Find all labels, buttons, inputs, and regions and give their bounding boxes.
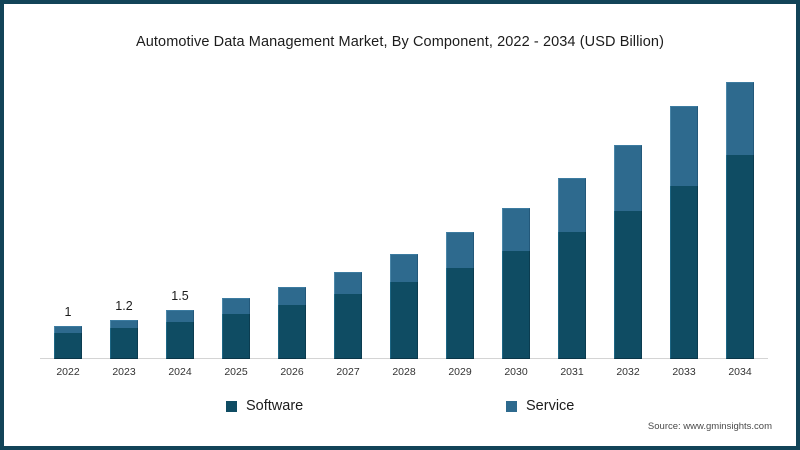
bar-segment-service[interactable] bbox=[222, 298, 250, 314]
x-axis-tick-label: 2031 bbox=[560, 366, 584, 378]
bar-segment-service[interactable] bbox=[54, 326, 82, 334]
chart-legend: Software Service bbox=[4, 398, 796, 420]
bar-segment-service[interactable] bbox=[166, 309, 194, 322]
bar-column[interactable] bbox=[166, 309, 194, 359]
legend-item-software[interactable]: Software bbox=[226, 398, 303, 414]
x-axis-tick-label: 2028 bbox=[392, 366, 416, 378]
bar-segment-service[interactable] bbox=[558, 177, 586, 233]
x-axis-tick-label: 2030 bbox=[504, 366, 528, 378]
source-attribution: Source: www.gminsights.com bbox=[647, 421, 772, 432]
x-axis-tick-labels: 2022 2023 2024 2025 2026 2027 2028 2029 2030 2031… bbox=[40, 366, 768, 386]
bar-column[interactable] bbox=[726, 82, 754, 359]
bar-segment-service[interactable] bbox=[726, 82, 754, 155]
bar-column[interactable] bbox=[390, 253, 418, 359]
bar-segment-software[interactable] bbox=[502, 251, 530, 359]
legend-swatch-software-icon bbox=[226, 400, 237, 412]
x-axis-tick-label: 2029 bbox=[448, 366, 472, 378]
bar-column[interactable] bbox=[614, 145, 642, 359]
bar-segment-software[interactable] bbox=[390, 282, 418, 359]
bar-segment-software[interactable] bbox=[670, 186, 698, 359]
bar-segment-software[interactable] bbox=[222, 313, 250, 359]
x-axis-tick-label: 2022 bbox=[56, 366, 80, 378]
bar-segment-service[interactable] bbox=[502, 207, 530, 252]
bar-segment-software[interactable] bbox=[278, 305, 306, 359]
x-axis-tick-label: 2023 bbox=[112, 366, 136, 378]
bar-column[interactable] bbox=[334, 271, 362, 359]
bar-segment-software[interactable] bbox=[334, 294, 362, 359]
bar-column[interactable] bbox=[222, 298, 250, 359]
bar-segment-software[interactable] bbox=[166, 321, 194, 359]
bar-column[interactable] bbox=[446, 232, 474, 359]
bar-column[interactable] bbox=[110, 319, 138, 359]
legend-label-software: Software bbox=[246, 398, 304, 414]
x-axis-tick-label: 2026 bbox=[280, 366, 304, 378]
bar-segment-service[interactable] bbox=[614, 145, 642, 211]
x-axis-tick-label: 2032 bbox=[616, 366, 640, 378]
bar-column[interactable] bbox=[502, 207, 530, 359]
bar-value-label: 1.5 bbox=[171, 288, 189, 303]
bar-segment-service[interactable] bbox=[446, 232, 474, 268]
legend-swatch-service-icon bbox=[506, 400, 517, 412]
x-axis-tick-label: 2025 bbox=[224, 366, 248, 378]
x-axis-tick-label: 2034 bbox=[728, 366, 752, 378]
bar-segment-software[interactable] bbox=[558, 232, 586, 359]
chart-title: Automotive Data Management Market, By Co… bbox=[135, 34, 665, 50]
x-axis-tick-label: 2033 bbox=[672, 366, 696, 378]
bar-value-label: 1 bbox=[64, 305, 72, 320]
bar-column[interactable] bbox=[670, 105, 698, 359]
bar-segment-service[interactable] bbox=[278, 286, 306, 306]
bar-value-label: 1.2 bbox=[115, 298, 133, 313]
bar-column[interactable] bbox=[278, 286, 306, 359]
bar-segment-service[interactable] bbox=[334, 271, 362, 295]
legend-label-service: Service bbox=[526, 398, 575, 414]
bar-segment-service[interactable] bbox=[390, 253, 418, 283]
bar-segment-software[interactable] bbox=[110, 328, 138, 359]
x-axis-tick-label: 2027 bbox=[336, 366, 360, 378]
chart-canvas: Automotive Data Management Market, By Co… bbox=[4, 4, 796, 446]
bar-column[interactable] bbox=[558, 177, 586, 359]
bar-segment-service[interactable] bbox=[110, 319, 138, 329]
bar-segment-software[interactable] bbox=[54, 333, 82, 359]
bar-segment-software[interactable] bbox=[726, 154, 754, 359]
x-axis-tick-label: 2024 bbox=[168, 366, 192, 378]
bar-segment-software[interactable] bbox=[446, 267, 474, 359]
bar-column[interactable] bbox=[54, 326, 82, 359]
bar-segment-software[interactable] bbox=[614, 210, 642, 359]
bar-segment-service[interactable] bbox=[670, 105, 698, 187]
plot-area: 1 1.2 1.5 bbox=[40, 66, 768, 359]
legend-item-service[interactable]: Service bbox=[506, 398, 574, 414]
